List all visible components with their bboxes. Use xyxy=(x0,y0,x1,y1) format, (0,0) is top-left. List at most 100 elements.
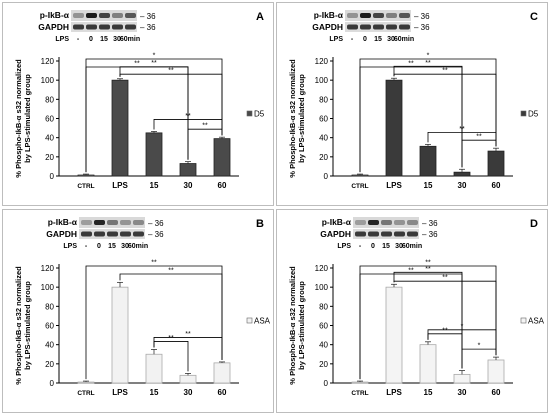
blot-band-phospho xyxy=(373,13,384,18)
blot-lane-label: 15 xyxy=(374,36,382,43)
blot-marker: – 36 xyxy=(140,23,156,32)
blot-band-phospho xyxy=(112,13,123,18)
y-axis-label-line1: % Phospho-IkB-α s32 normalized xyxy=(14,59,23,178)
bar xyxy=(419,145,437,177)
bracket-line xyxy=(153,119,223,136)
significance-label: ** xyxy=(408,268,414,275)
y-tick-label: 0 xyxy=(324,172,329,181)
y-tick-label: 60 xyxy=(45,115,54,124)
blot-lane-label: 0 xyxy=(363,36,367,43)
blot-lane-label: 30 xyxy=(121,243,129,250)
blot-gapdh-label: GAPDH xyxy=(312,22,343,32)
y-tick-label: 20 xyxy=(319,360,328,369)
bar xyxy=(453,373,471,384)
blot-lane-label: 0 xyxy=(97,243,101,250)
blot-lane-label: - xyxy=(351,36,354,43)
blot-lane-label: 60min xyxy=(120,36,140,43)
blot-lane-label: 0 xyxy=(371,243,375,250)
significance-label: ** xyxy=(425,266,431,273)
significance-label: ** xyxy=(442,327,448,334)
bar xyxy=(487,150,505,177)
y-tick-label: 60 xyxy=(319,322,328,331)
blot-band-gapdh xyxy=(386,24,397,30)
blot-band-gapdh xyxy=(394,231,405,237)
bar xyxy=(111,286,129,384)
x-tick-label: 15 xyxy=(424,181,433,190)
significance-label: ** xyxy=(168,268,174,275)
blot-marker: – 36 xyxy=(140,12,156,21)
blot-band-phospho xyxy=(360,13,371,18)
blot-band-gapdh xyxy=(407,231,418,237)
significance-label: ** xyxy=(442,68,448,75)
significance-label: ** xyxy=(202,123,208,130)
x-tick-label: 60 xyxy=(492,388,501,397)
y-tick-label: 100 xyxy=(315,76,329,85)
blot-band-gapdh xyxy=(373,24,384,30)
bracket-line xyxy=(153,341,189,372)
blot-marker: – 36 xyxy=(414,23,430,32)
significance-label: ** xyxy=(151,260,157,267)
blot-gapdh-label: GAPDH xyxy=(38,22,69,32)
blot-band-phospho xyxy=(355,220,366,225)
blot-band-gapdh xyxy=(112,24,123,30)
significance-label: ** xyxy=(185,113,191,120)
blot-band-phospho xyxy=(94,220,105,225)
blot-band-gapdh xyxy=(86,24,97,30)
blot-marker: – 36 xyxy=(148,219,164,228)
significance-label: ** xyxy=(168,335,174,342)
significance-bracket: ** xyxy=(393,266,463,369)
bar xyxy=(351,174,369,177)
blot-band-phospho xyxy=(99,13,110,18)
bar xyxy=(419,344,437,384)
blot-band-gapdh xyxy=(99,24,110,30)
y-tick-label: 40 xyxy=(45,134,54,143)
legend-label: ASA xyxy=(254,317,271,326)
bar xyxy=(385,286,403,384)
y-tick-label: 0 xyxy=(324,379,329,388)
blot-band-phospho xyxy=(347,13,358,18)
significance-label: ** xyxy=(425,260,431,267)
bar xyxy=(145,353,163,384)
panel-letter: A xyxy=(256,11,264,23)
blot-lps-label: LPS xyxy=(329,36,343,43)
blot-lane-label: 60min xyxy=(402,243,422,250)
blot-marker: – 36 xyxy=(422,219,438,228)
bracket-line xyxy=(393,271,463,369)
y-tick-label: 80 xyxy=(319,302,328,311)
significance-bracket: ** xyxy=(393,275,497,356)
significance-bracket: ** xyxy=(119,60,189,160)
y-axis-label-line1: % Phospho-IkB-α s32 normalized xyxy=(288,266,297,385)
blot-gapdh-label: GAPDH xyxy=(46,229,77,239)
blot-band-gapdh xyxy=(81,231,92,237)
significance-label: * xyxy=(478,343,481,350)
blot-lane-label: - xyxy=(359,243,362,250)
significance-label: ** xyxy=(134,61,140,68)
y-tick-label: 0 xyxy=(50,172,55,181)
blot-phospho-label: p-IkB-α xyxy=(48,217,78,227)
significance-label: * xyxy=(427,53,430,60)
blot-phospho-label: p-IkB-α xyxy=(314,10,344,20)
significance-label: ** xyxy=(408,61,414,68)
blot-marker: – 36 xyxy=(422,230,438,239)
significance-bracket: * xyxy=(461,343,497,369)
blot-band-gapdh xyxy=(355,231,366,237)
significance-bracket: ** xyxy=(359,61,463,173)
bar xyxy=(77,174,95,177)
bar xyxy=(213,362,231,384)
bar xyxy=(351,381,369,384)
significance-bracket: ** xyxy=(187,123,223,160)
y-tick-label: 100 xyxy=(41,76,55,85)
blot-band-gapdh xyxy=(133,231,144,237)
blot-gapdh-label: GAPDH xyxy=(320,229,351,239)
significance-bracket: ** xyxy=(119,268,223,360)
blot-band-phospho xyxy=(394,220,405,225)
y-tick-label: 100 xyxy=(315,283,329,292)
x-tick-label: 30 xyxy=(458,181,467,190)
bracket-line xyxy=(427,131,497,147)
